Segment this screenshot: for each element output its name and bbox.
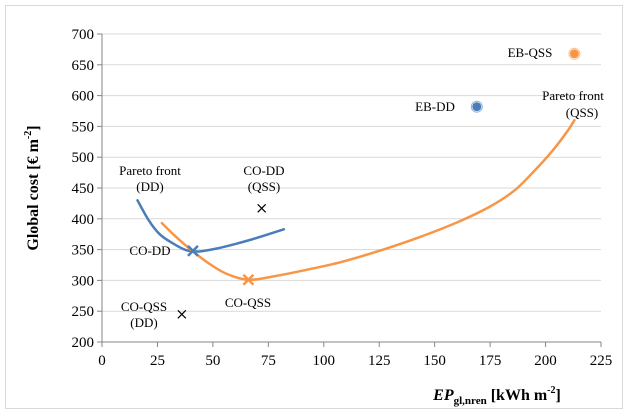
annotation-pareto-qss-line1: Pareto front (542, 88, 604, 103)
annotation-eb-dd: EB-DD (415, 99, 455, 114)
point-eb-qss (568, 48, 580, 60)
point-co-qss-stroke-b (242, 273, 255, 286)
y-tick-labels: 200 250 300 350 400 450 500 550 600 650 700 (72, 27, 95, 351)
x-tick-label-75: 75 (261, 353, 276, 369)
x-axis-title-unit: [kWh m (487, 387, 548, 404)
axes (97, 33, 602, 347)
point-co-qss-dd (177, 309, 187, 319)
point-co-qss-dd-stroke-b (177, 309, 187, 319)
x-tick-label-0: 0 (98, 353, 106, 369)
annotation-co-qss: CO-QSS (225, 295, 271, 310)
y-axis-title: Global cost [€ m-2] (23, 125, 42, 250)
annotation-eb-qss: EB-QSS (508, 45, 553, 60)
x-axis-title-sub: gl,nren (454, 395, 487, 407)
annotation-pareto-dd-line1: Pareto front (119, 163, 181, 178)
x-tick-label-25: 25 (150, 353, 165, 369)
annotation-co-dd-qss-line1: CO-DD (243, 163, 284, 178)
y-tick-label-350: 350 (72, 243, 95, 259)
series-line-pareto-dd (136, 199, 286, 253)
point-co-dd-qss-stroke-b (257, 203, 267, 213)
y-axis-title-sup: -2 (23, 131, 34, 139)
y-tick-label-700: 700 (72, 27, 95, 43)
y-axis-title-main: Global cost [€ m (25, 138, 42, 250)
series-line-pareto-qss (160, 118, 576, 282)
series-lines (136, 118, 576, 282)
chart-frame: 200 250 300 350 400 450 500 550 600 650 700 0 25 50 7… (5, 5, 623, 409)
x-tick-label-100: 100 (313, 353, 336, 369)
point-markers (177, 47, 581, 319)
x-tick-label-150: 150 (423, 353, 446, 369)
x-tick-label-175: 175 (479, 353, 502, 369)
y-tick-label-300: 300 (72, 273, 95, 289)
annotation-co-dd-qss-line2: (QSS) (248, 179, 281, 194)
x-tick-label-225: 225 (590, 353, 613, 369)
point-co-dd (187, 244, 199, 257)
y-tick-label-250: 250 (72, 304, 95, 320)
x-tick-label-50: 50 (205, 353, 220, 369)
annotation-pareto-dd-line2: (DD) (136, 179, 163, 194)
y-tick-label-600: 600 (72, 89, 95, 105)
annotation-co-qss-dd-line2: (DD) (130, 315, 157, 330)
x-tick-labels: 0 25 50 75 100 125 150 175 200 225 (98, 353, 612, 369)
y-tick-label-450: 450 (72, 181, 95, 197)
x-axis-title-main: EP (432, 387, 454, 404)
y-tick-label-400: 400 (72, 212, 95, 228)
annotation-co-dd: CO-DD (129, 243, 170, 258)
annotation-co-qss-dd-line1: CO-QSS (121, 299, 167, 314)
y-tick-label-550: 550 (72, 119, 95, 135)
x-axis-title-unit-sup: -2 (547, 385, 555, 396)
x-axis-title: EPgl,nren [kWh m-2] (432, 385, 561, 407)
x-tick-label-200: 200 (534, 353, 557, 369)
x-tick-label-125: 125 (368, 353, 391, 369)
y-tick-label-650: 650 (72, 58, 95, 74)
x-axis-title-unit-close: ] (556, 387, 561, 404)
y-axis-title-close: ] (25, 125, 42, 130)
y-tick-label-500: 500 (72, 150, 95, 166)
point-co-dd-qss (257, 203, 267, 213)
point-co-qss (242, 273, 255, 286)
point-ring-eb-qss (568, 47, 581, 60)
annotation-pareto-qss-line2: (QSS) (566, 105, 599, 120)
point-ring-eb-dd (470, 100, 483, 113)
point-co-dd-stroke-b (187, 244, 199, 257)
point-eb-dd (471, 101, 483, 113)
y-tick-label-200: 200 (72, 335, 95, 351)
